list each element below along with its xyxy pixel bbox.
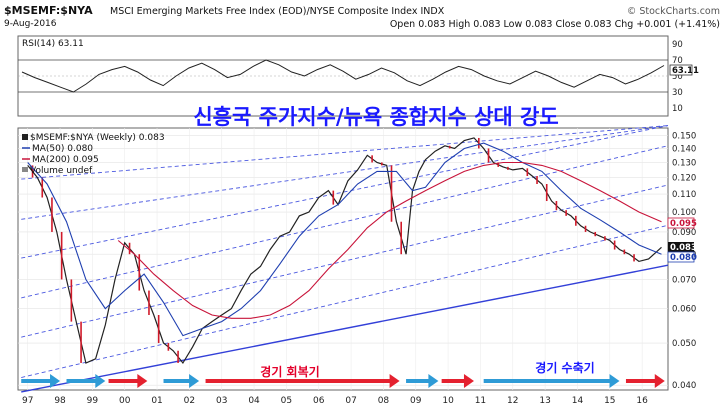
annotation-contraction: 경기 수축기 <box>535 360 594 375</box>
x-tick-label: 01 <box>151 396 162 406</box>
x-tick-label: 03 <box>216 396 227 406</box>
chart-date: 9-Aug-2016 <box>4 19 57 29</box>
legend-swatch-price <box>22 134 28 140</box>
price-badge <box>668 242 694 252</box>
cycle-arrow-head <box>95 374 106 388</box>
cycle-arrow-head <box>609 374 620 388</box>
ma200-badge-value: 0.095 <box>670 219 697 229</box>
cycle-arrow-shaft <box>625 379 656 383</box>
price-tick-label: 0.040 <box>672 381 696 391</box>
x-tick-label: 02 <box>184 396 195 406</box>
cycle-arrow-shaft <box>21 379 52 383</box>
cycle-arrow-head <box>654 374 665 388</box>
price-tick-label: 0.060 <box>672 305 696 315</box>
price-tick-label: 0.150 <box>672 131 696 141</box>
price-tick-label: 0.120 <box>672 174 696 184</box>
cycle-arrow-head <box>389 374 400 388</box>
rsi-badge <box>669 64 693 76</box>
ma50-badge <box>667 251 695 263</box>
ma200-line <box>117 161 662 319</box>
cycle-arrow-shaft <box>441 379 465 383</box>
trend-channel-line <box>21 125 669 180</box>
x-tick-label: 09 <box>410 396 422 406</box>
x-tick-label: 14 <box>572 396 584 406</box>
cycle-arrow-head <box>137 374 148 388</box>
chart-index-name: MSCI Emerging Markets Free Index (EOD)/N… <box>110 6 445 17</box>
x-tick-label: 06 <box>313 396 325 406</box>
legend-price: $MSEMF:$NYA (Weekly) 0.083 <box>30 133 165 143</box>
cycle-arrows <box>21 374 665 388</box>
price-tick-label: 0.100 <box>672 208 696 218</box>
x-tick-label: 00 <box>119 396 131 406</box>
rsi-tick-label: 50 <box>672 72 683 82</box>
x-tick-label: 05 <box>281 396 292 406</box>
legend-ma200: MA(200) 0.095 <box>32 155 99 165</box>
chart-title: 신흥국 주가지수/뉴욕 종합지수 상대 강도 <box>193 105 558 129</box>
price-tick-label: 0.140 <box>672 144 696 154</box>
x-tick-label: 04 <box>248 396 260 406</box>
rsi-tick-label: 90 <box>672 40 683 50</box>
x-tick-label: 98 <box>54 396 66 406</box>
cycle-arrow-head <box>428 374 439 388</box>
cycle-arrow-shaft <box>66 379 97 383</box>
legend-volume: Volume undef <box>30 166 93 176</box>
price-panel: 0.150 0.140 0.130 0.120 0.110 0.100 0.090 0.080… <box>17 125 697 406</box>
cycle-arrow-shaft <box>406 379 430 383</box>
x-tick-label: 99 <box>87 396 99 406</box>
x-tick-label: 07 <box>345 396 356 406</box>
trend-channel-line <box>21 125 669 259</box>
trend-support-line <box>21 264 669 393</box>
x-tick-label: 16 <box>636 396 648 406</box>
stockcharts-logo: © StockCharts.com <box>627 6 720 17</box>
price-legend: $MSEMF:$NYA (Weekly) 0.083 MA(50) 0.080 … <box>22 133 165 176</box>
cycle-arrow-head <box>463 374 474 388</box>
cycle-arrow-shaft <box>205 379 391 383</box>
cycle-arrow-shaft <box>483 379 611 383</box>
rsi-panel: 90 70 50 30 10 RSI(14) 63.11 63.11 <box>17 35 699 117</box>
price-tick-label: 0.050 <box>672 339 696 349</box>
x-axis-tick-labels: 97 98 99 00 01 02 03 04 05 06 07 08 09 10 11 12 13 14 15 16 <box>22 396 648 406</box>
price-tick-label: 0.090 <box>672 228 696 238</box>
x-tick-label: 08 <box>378 396 390 406</box>
cycle-arrow-shaft <box>163 379 191 383</box>
price-down-bars <box>31 137 635 363</box>
rsi-tick-label: 10 <box>672 104 683 114</box>
rsi-label: RSI(14) 63.11 <box>22 39 84 49</box>
ohlc-readout: Open 0.083 High 0.083 Low 0.083 Close 0.… <box>390 19 720 30</box>
rsi-badge-value: 63.11 <box>672 66 699 76</box>
price-tick-label: 0.130 <box>672 158 696 168</box>
trend-channel-line <box>21 184 669 338</box>
price-tick-label: 0.070 <box>672 275 696 285</box>
ma50-badge-value: 0.080 <box>670 253 697 263</box>
rsi-tick-label: 30 <box>672 88 683 98</box>
ma50-line <box>27 142 662 337</box>
cycle-arrow-shaft <box>108 379 139 383</box>
chart-symbol: $MSEMF:$NYA <box>4 4 93 17</box>
trend-channel-line <box>21 224 669 378</box>
rsi-grid <box>18 59 668 93</box>
trend-channel-line <box>21 125 669 220</box>
price-frame <box>17 127 669 391</box>
rsi-tick-labels: 90 70 50 30 10 <box>672 40 683 114</box>
legend-ma50: MA(50) 0.080 <box>32 144 93 154</box>
x-tick-label: 11 <box>475 396 486 406</box>
x-tick-label: 10 <box>442 396 454 406</box>
price-tick-label: 0.110 <box>672 190 696 200</box>
x-tick-label: 12 <box>507 396 518 406</box>
ma200-badge <box>667 217 695 229</box>
cycle-arrow-head <box>189 374 200 388</box>
legend-swatch-volume <box>22 167 28 172</box>
annotation-recovery: 경기 회복기 <box>260 364 319 379</box>
price-grid <box>18 128 668 390</box>
rsi-line <box>21 59 665 93</box>
x-tick-label: 13 <box>539 396 550 406</box>
x-tick-label: 97 <box>22 396 33 406</box>
cycle-arrow-head <box>50 374 61 388</box>
price-badge-value: 0.083 <box>670 243 697 253</box>
rsi-tick-label: 70 <box>672 56 683 66</box>
x-tick-label: 15 <box>604 396 615 406</box>
